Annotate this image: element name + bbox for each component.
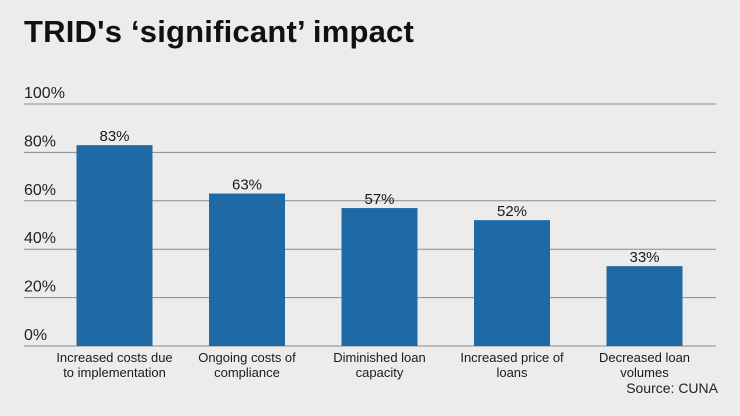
data-label: 52% [497,203,527,220]
x-tick-label: to implementation [63,365,166,380]
y-tick-label: 100% [24,85,65,102]
y-tick-label: 80% [24,133,56,150]
data-label: 63% [232,177,262,194]
x-tick-label: volumes [620,365,669,380]
y-tick-label: 0% [24,327,47,344]
x-tick-label: Increased price of [460,350,564,365]
x-tick-label: Diminished loan [333,350,426,365]
x-tick-label: Increased costs due [56,350,172,365]
y-tick-label: 20% [24,279,56,296]
data-label: 83% [99,128,129,145]
bar [76,145,153,346]
data-label: 33% [629,249,659,266]
source-note: Source: CUNA [626,380,718,396]
x-tick-label: capacity [356,365,404,380]
x-tick-label: compliance [214,365,280,380]
bar [606,266,683,346]
y-tick-label: 40% [24,230,56,247]
x-tick-label: Ongoing costs of [198,350,296,365]
bar [209,193,285,346]
x-tick-label: loans [496,365,528,380]
bar [474,220,550,346]
y-tick-label: 60% [24,182,56,199]
x-tick-label: Decreased loan [599,350,690,365]
chart-title: TRID's ‘significant’ impact [24,14,415,49]
data-label: 57% [364,191,394,208]
bar [341,208,418,346]
